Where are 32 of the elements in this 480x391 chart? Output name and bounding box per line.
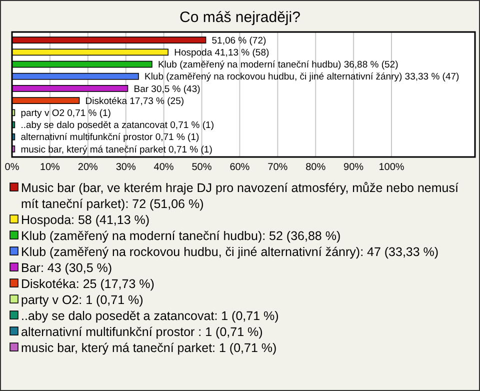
x-tick-label: 0% — [4, 162, 20, 173]
category-label: party v O2 0,71 % (1) — [20, 108, 111, 119]
x-tick-label: 10% — [40, 162, 60, 173]
x-tick-label: 50% — [192, 162, 212, 173]
x-tick-label: 100% — [378, 162, 404, 173]
text: Klub (zaměřený na rockovou hudbu, či jiné alternativní žánry): 47 (33,33 %) — [21, 245, 439, 259]
category-label: Hospoda 41,13 % (58) — [174, 47, 270, 58]
category-label: alternativní multifunkční prostor 0,71 % (1) — [20, 132, 200, 144]
x-tick-label: 30% — [116, 162, 136, 173]
x-tick-label: 20% — [78, 162, 98, 173]
x-tick-label: 40% — [154, 162, 174, 173]
text: Music bar (bar, ve kterém hraje DJ pro navození atmosféry, může nebo nemusí mít taneční parket): 72 (51,06 %) — [21, 181, 459, 211]
text: Bar: 43 (30,5 %) — [21, 261, 112, 275]
category-label: Klub (zaměřený na rockovou hudbu, či jiné alternativní žánry) 33,33 % (47) — [144, 72, 460, 83]
text: Klub (zaměřený na moderní taneční hudbu): 52 (36,88 %) — [21, 229, 341, 243]
text: Diskotéka: 25 (17,73 %) — [21, 277, 154, 291]
x-tick-label: 70% — [268, 162, 288, 173]
text: ..aby se dalo posedět a zatancovat: 1 (0,71 %) — [21, 309, 279, 323]
text: alternativní multifunkční prostor : 1 (0,71 %) — [21, 325, 263, 339]
data-label: 51,06 % (72) — [212, 35, 266, 46]
text: music bar, který má taneční parket: 1 (0,71 %) — [21, 341, 277, 355]
category-label: music bar, který má taneční parket 0,71 % (1) — [20, 144, 212, 156]
category-label: Diskotéka 17,73 % (25) — [85, 96, 184, 107]
x-tick-label: 60% — [230, 162, 250, 173]
category-label: Bar 30,5 % (43) — [134, 84, 200, 95]
category-label: ..aby se dalo posedět a zatancovat 0,71 % (1) — [20, 120, 214, 132]
x-tick-label: 90% — [344, 162, 364, 173]
text: Hospoda: 58 (41,13 %) — [21, 213, 150, 227]
chart-title: Co máš nejraději? — [180, 9, 300, 26]
x-tick-label: 80% — [306, 162, 326, 173]
category-label: Klub (zaměřený na moderní taneční hudbu) 36,88 % (52) — [158, 60, 398, 71]
text: party v O2: 1 (0,71 %) — [21, 293, 144, 307]
